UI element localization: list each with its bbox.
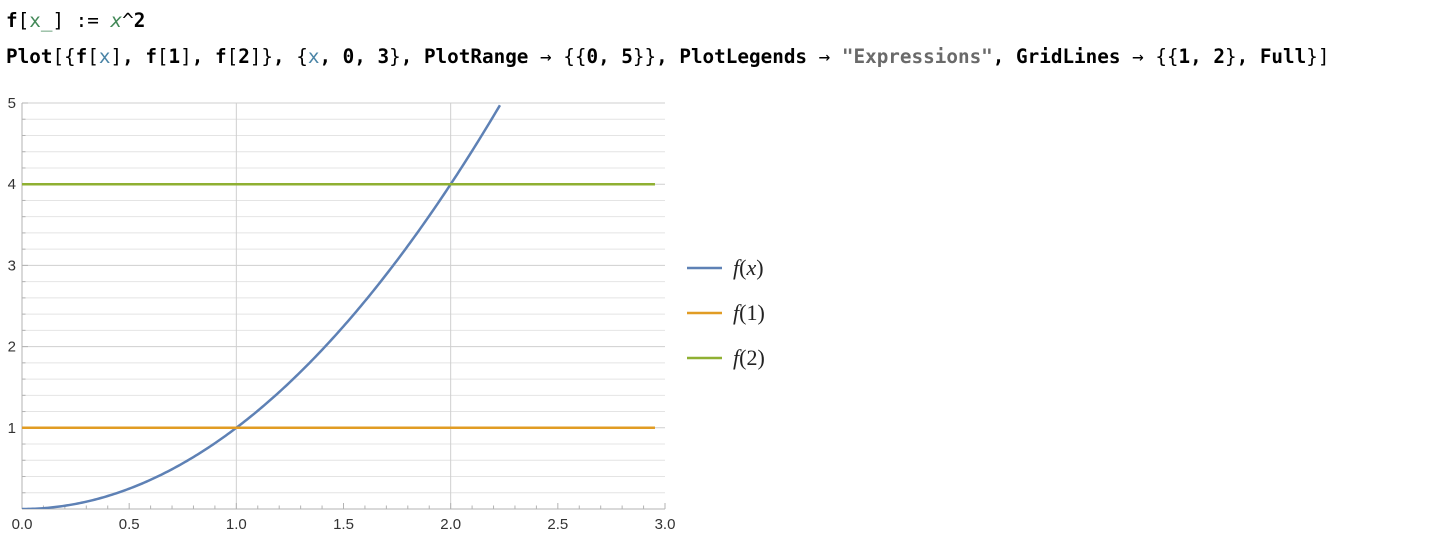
code-token: ,: [122, 45, 146, 68]
code-token: ,: [191, 45, 215, 68]
code-token: f: [75, 45, 88, 68]
code-token: ]: [110, 45, 123, 68]
code-token: ,: [1236, 45, 1260, 68]
code-token: [{: [52, 45, 76, 68]
x-tick-label: 0.0: [12, 516, 33, 533]
plot-output: 0.0 0.5 1.0 1.5 2.0 2.5 3.0 1 2 3 4 5 f(x) f(1) f(2): [8, 95, 765, 533]
code-token: {{: [563, 45, 587, 68]
code-token: [: [17, 9, 30, 32]
legend-label-1: f(x): [733, 255, 764, 280]
code-token: ^: [122, 9, 134, 32]
code-token: →: [807, 45, 842, 68]
code-token: }: [389, 45, 401, 68]
code-token: :=: [64, 9, 111, 32]
code-token: PlotRange: [423, 45, 529, 68]
code-token: 2: [238, 45, 250, 68]
x-tick-label: 1.5: [333, 516, 354, 533]
y-tick-label: 1: [8, 420, 16, 437]
code-token: }]: [1306, 45, 1330, 68]
y-tick-label: 3: [8, 257, 16, 274]
code-token: }}: [632, 45, 657, 68]
code-input-line-1[interactable]: f[x_] := x^2: [6, 9, 145, 33]
code-token: f: [6, 9, 18, 32]
x-tick-label: 2.0: [440, 516, 461, 533]
code-token: ]: [180, 45, 192, 68]
code-token: ,: [273, 45, 297, 68]
code-token: x_: [29, 9, 53, 32]
code-token: x: [110, 9, 123, 32]
code-token: [: [87, 45, 99, 68]
code-token: "Expressions": [841, 45, 993, 68]
code-token: ,: [992, 45, 1017, 68]
code-input-line-2[interactable]: Plot[{f[x], f[1], f[2]}, {x, 0, 3}, Plot…: [6, 45, 1329, 69]
code-token: x: [307, 45, 320, 68]
code-token: [: [156, 45, 169, 68]
code-token: 1: [168, 45, 181, 68]
code-token: 2: [133, 9, 146, 32]
x-tick-label: 1.0: [226, 516, 247, 533]
x-tick-label: 0.5: [119, 516, 140, 533]
code-token: →: [528, 45, 564, 68]
code-token: ,: [400, 45, 424, 68]
x-tick-label: 2.5: [547, 516, 568, 533]
code-token: {{: [1155, 45, 1179, 68]
y-tick-label: 4: [8, 176, 16, 193]
code-token: [: [226, 45, 239, 68]
code-token: f: [214, 45, 227, 68]
code-token: f: [145, 45, 157, 68]
legend-label-2: f(1): [733, 300, 765, 325]
code-token: Full: [1259, 45, 1307, 68]
code-token: {: [296, 45, 308, 68]
series-line-1: [22, 104, 502, 509]
x-tick-label: 3.0: [655, 516, 676, 533]
code-token: ]: [52, 9, 65, 32]
y-tick-label: 5: [8, 95, 16, 112]
code-token: GridLines: [1016, 45, 1121, 68]
code-token: }: [1224, 45, 1237, 68]
code-token: Plot: [6, 45, 53, 68]
code-token: , 0, 3: [319, 45, 390, 68]
code-token: →: [1120, 45, 1156, 68]
legend-label-3: f(2): [733, 345, 765, 370]
code-token: 0, 5: [586, 45, 633, 68]
code-token: x: [98, 45, 111, 68]
code-token: ]}: [249, 45, 274, 68]
code-token: ,: [656, 45, 680, 68]
code-token: 1, 2: [1178, 45, 1225, 68]
code-token: PlotLegends: [679, 45, 808, 68]
y-tick-label: 2: [8, 339, 16, 356]
